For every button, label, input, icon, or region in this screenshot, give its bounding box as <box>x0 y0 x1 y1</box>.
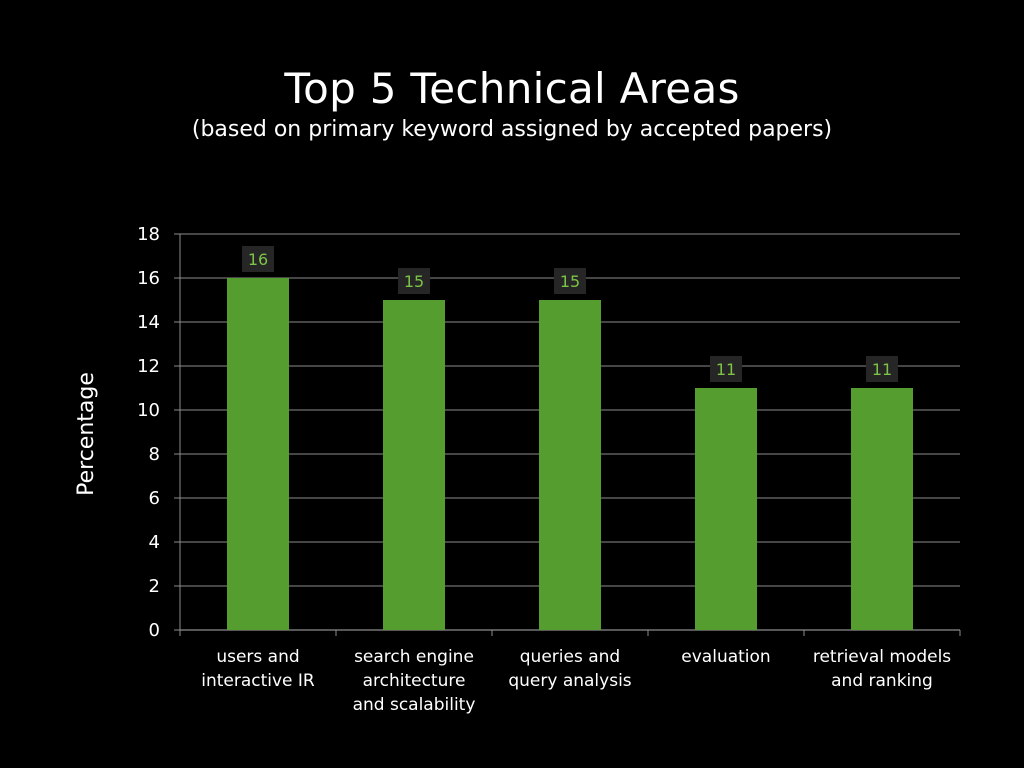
y-tick-label: 10 <box>137 400 160 421</box>
y-tick-label: 18 <box>137 224 160 245</box>
bar <box>383 300 445 630</box>
data-label-box <box>242 246 274 272</box>
data-label-box <box>554 268 586 294</box>
y-tick-label: 6 <box>149 488 160 509</box>
data-label-box <box>398 268 430 294</box>
chart-title: Top 5 Technical Areas <box>284 64 740 113</box>
y-tick-label: 12 <box>137 356 160 377</box>
y-tick-label: 2 <box>149 576 160 597</box>
category-label: retrieval models and ranking <box>813 647 951 691</box>
data-label: 16 <box>248 250 268 269</box>
y-axis-title: Percentage <box>74 372 99 496</box>
bar <box>227 278 289 630</box>
y-tick-label: 14 <box>137 312 160 333</box>
category-label: users and interactive IR <box>201 647 315 691</box>
y-tick-label: 0 <box>149 620 160 641</box>
data-label-box <box>866 356 898 382</box>
bar <box>851 388 913 630</box>
data-label-box <box>710 356 742 382</box>
category-label: queries and query analysis <box>508 647 631 691</box>
y-tick-label: 8 <box>149 444 160 465</box>
chart-subtitle: (based on primary keyword assigned by ac… <box>191 117 833 142</box>
data-label: 11 <box>716 360 736 379</box>
category-label: evaluation <box>681 647 770 667</box>
bar <box>539 300 601 630</box>
data-label: 15 <box>560 272 580 291</box>
y-tick-label: 16 <box>137 268 160 289</box>
data-label: 11 <box>872 360 892 379</box>
category-label: search engine architecture and scalability <box>353 647 476 715</box>
y-tick-label: 4 <box>149 532 160 553</box>
data-label: 15 <box>404 272 424 291</box>
bar <box>695 388 757 630</box>
